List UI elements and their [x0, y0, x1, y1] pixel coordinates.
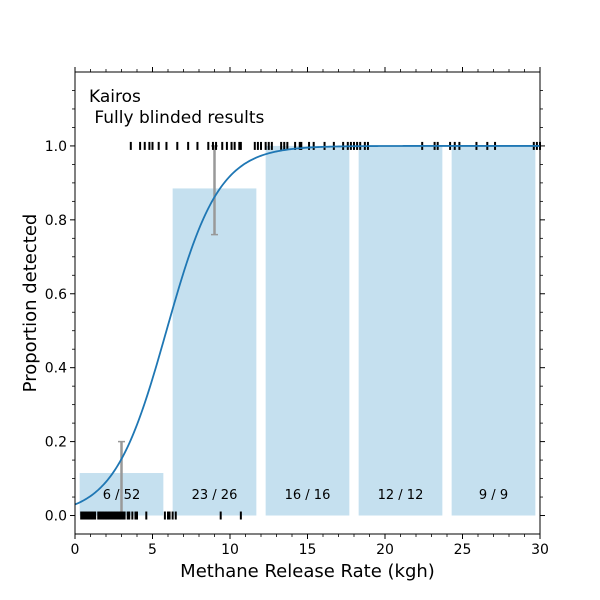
y-tick-label-6: 1.0	[45, 139, 67, 155]
bin-labels-group: 6 / 52 23 / 26 16 / 16 12 / 12 9 / 9	[103, 488, 508, 503]
y-tick-label-5: 0.8	[45, 213, 67, 229]
bin-label-1: 6 / 52	[103, 488, 140, 503]
bar-2	[172, 188, 257, 516]
y-axis-title: Proportion detected	[20, 214, 41, 393]
annotation-line2: Fully blinded results	[89, 108, 264, 128]
y-tick-label-2: 0.2	[45, 435, 67, 451]
bin-label-3: 16 / 16	[285, 488, 331, 503]
x-axis-title: Methane Release Rate (kgh)	[180, 561, 435, 582]
x-tick-label-1: 0	[71, 542, 80, 558]
bars-group	[79, 145, 536, 516]
y-tick-label-1: 0.0	[45, 509, 67, 525]
x-tick-label-7: 30	[531, 542, 549, 558]
x-tick-label-6: 25	[454, 542, 472, 558]
bar-4	[358, 145, 443, 516]
bin-label-4: 12 / 12	[378, 488, 424, 503]
bar-3	[265, 145, 350, 516]
bin-label-5: 9 / 9	[479, 488, 508, 503]
x-tick-label-4: 15	[299, 542, 317, 558]
bar-5	[451, 145, 536, 516]
x-tick-label-2: 5	[148, 542, 157, 558]
ticks-group: 0 5 10 15 20 25 30 0.0 0.2 0.4 0.6 0.8 1.0	[45, 67, 549, 558]
bin-label-2: 23 / 26	[192, 488, 238, 503]
y-tick-label-4: 0.6	[45, 287, 67, 303]
y-tick-label-3: 0.4	[45, 361, 67, 377]
x-tick-label-5: 20	[376, 542, 394, 558]
annotation-line1: Kairos	[89, 87, 141, 107]
x-tick-label-3: 10	[221, 542, 239, 558]
fit-curve	[74, 145, 540, 506]
